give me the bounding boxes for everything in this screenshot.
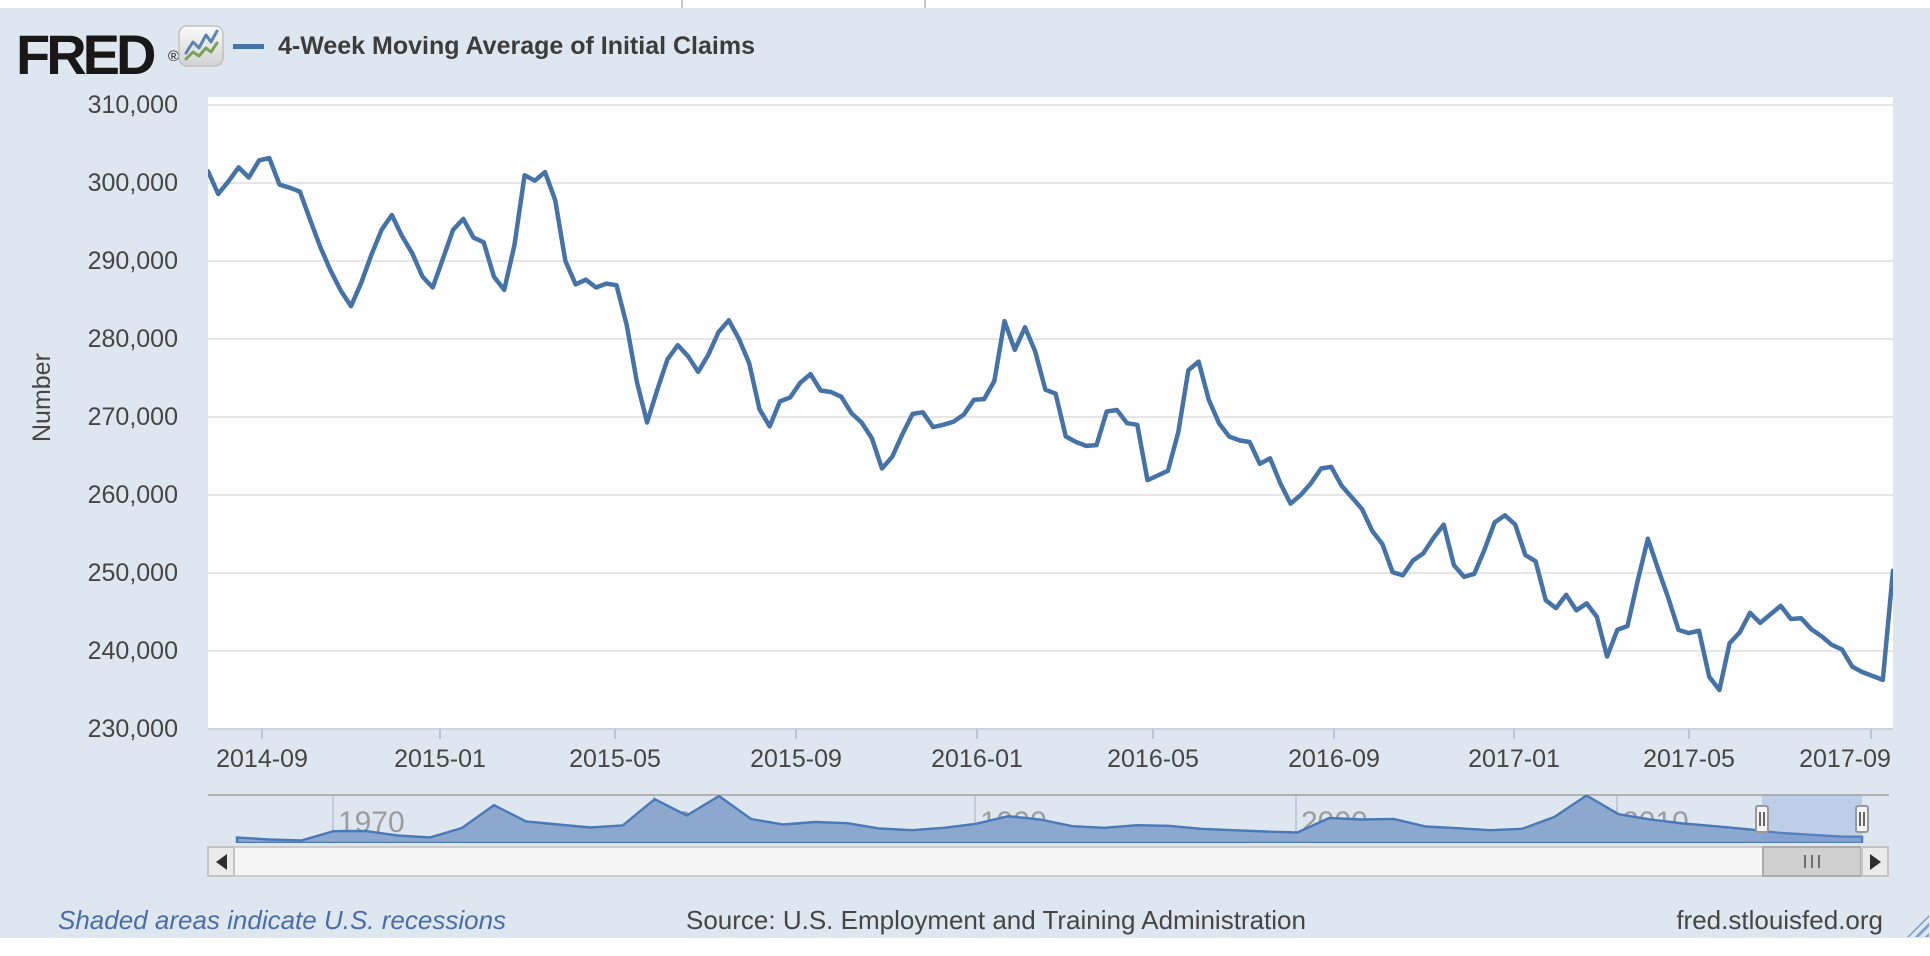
navigator-top-border (208, 794, 1889, 796)
y-gridline (208, 338, 1893, 340)
x-tick-label: 2014-09 (216, 745, 308, 773)
top-browser-strip (0, 0, 1930, 8)
x-tick-mark (261, 729, 263, 739)
x-tick-label: 2017-09 (1799, 745, 1891, 773)
y-tick-label: 280,000 (87, 325, 178, 353)
navigator-decade-tick (332, 796, 334, 843)
x-tick-label: 2015-01 (394, 745, 486, 773)
scroll-right-icon (1869, 853, 1881, 870)
x-tick-mark (976, 729, 978, 739)
scrollbar-thumb[interactable] (1762, 846, 1862, 877)
x-tick-mark (614, 729, 616, 739)
scrollbar-track[interactable] (235, 846, 1861, 877)
y-gridline (208, 728, 1893, 730)
top-strip-divider (681, 0, 683, 8)
navigator-decade-tick (1295, 796, 1297, 843)
scroll-left-button[interactable] (207, 846, 235, 877)
y-gridline (208, 650, 1893, 652)
navigator-decade-tick (974, 796, 976, 843)
sparkline-chart-icon (178, 25, 224, 67)
registered-trademark-symbol: ® (168, 48, 180, 65)
y-tick-label: 230,000 (87, 715, 178, 743)
y-tick-label: 300,000 (87, 169, 178, 197)
fred-logo[interactable]: FRED (16, 23, 156, 86)
y-tick-label: 270,000 (87, 403, 178, 431)
y-tick-label: 290,000 (87, 247, 178, 275)
y-tick-label: 250,000 (87, 559, 178, 587)
x-tick-mark (1688, 729, 1690, 739)
y-gridline (208, 260, 1893, 262)
y-gridline (208, 416, 1893, 418)
y-tick-label: 240,000 (87, 637, 178, 665)
x-tick-mark (1513, 729, 1515, 739)
recessions-note-link[interactable]: Shaded areas indicate U.S. recessions (58, 905, 507, 935)
x-tick-mark (1870, 729, 1872, 739)
navigator-selected-range[interactable] (1762, 795, 1862, 843)
y-axis-title: Number (28, 353, 56, 442)
range-handle-left[interactable] (1755, 805, 1769, 833)
y-gridline (208, 182, 1893, 184)
legend-line-swatch (233, 43, 264, 49)
scrollbar-grip-icon (1804, 855, 1806, 868)
x-tick-label: 2015-05 (569, 745, 661, 773)
y-gridline (208, 104, 1893, 106)
legend: 4-Week Moving Average of Initial Claims (233, 32, 755, 60)
plot-area[interactable] (208, 97, 1893, 729)
x-tick-label: 2017-01 (1468, 745, 1560, 773)
x-tick-label: 2016-09 (1288, 745, 1380, 773)
x-tick-mark (795, 729, 797, 739)
fred-site-link: fred.stlouisfed.org (1676, 905, 1883, 935)
x-tick-mark (1333, 729, 1335, 739)
navigator-area-chart[interactable] (208, 795, 1889, 843)
y-tick-label: 310,000 (87, 91, 178, 119)
legend-series-label: 4-Week Moving Average of Initial Claims (278, 31, 755, 60)
y-gridline (208, 494, 1893, 496)
scroll-left-icon (215, 853, 227, 870)
x-tick-label: 2016-01 (931, 745, 1023, 773)
source-attribution: Source: U.S. Employment and Training Adm… (686, 905, 1306, 935)
range-handle-right[interactable] (1855, 805, 1869, 833)
x-tick-mark (1152, 729, 1154, 739)
y-tick-label: 260,000 (87, 481, 178, 509)
x-tick-label: 2015-09 (750, 745, 842, 773)
scroll-right-button[interactable] (1861, 846, 1889, 877)
x-tick-label: 2017-05 (1643, 745, 1735, 773)
x-tick-label: 2016-05 (1107, 745, 1199, 773)
y-gridline (208, 572, 1893, 574)
main-line-chart[interactable] (208, 105, 1893, 729)
x-tick-mark (439, 729, 441, 739)
top-strip-divider (924, 0, 926, 8)
